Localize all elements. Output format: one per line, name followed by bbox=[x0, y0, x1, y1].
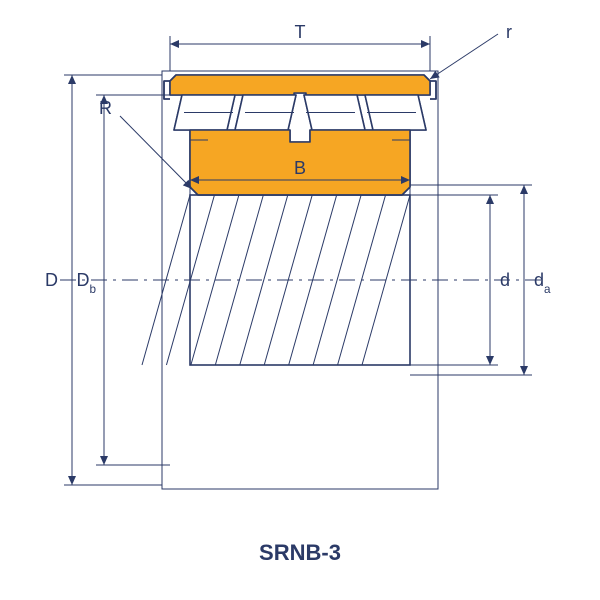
dim-r: r bbox=[506, 22, 512, 42]
diagram-title: SRNB-3 bbox=[259, 540, 341, 565]
dim-Db: Db bbox=[76, 270, 96, 296]
dim-B: B bbox=[294, 158, 306, 178]
dim-da: da bbox=[534, 270, 551, 296]
dim-d: d bbox=[500, 270, 510, 290]
dim-D: D bbox=[45, 270, 58, 290]
dim-T: T bbox=[295, 22, 306, 42]
